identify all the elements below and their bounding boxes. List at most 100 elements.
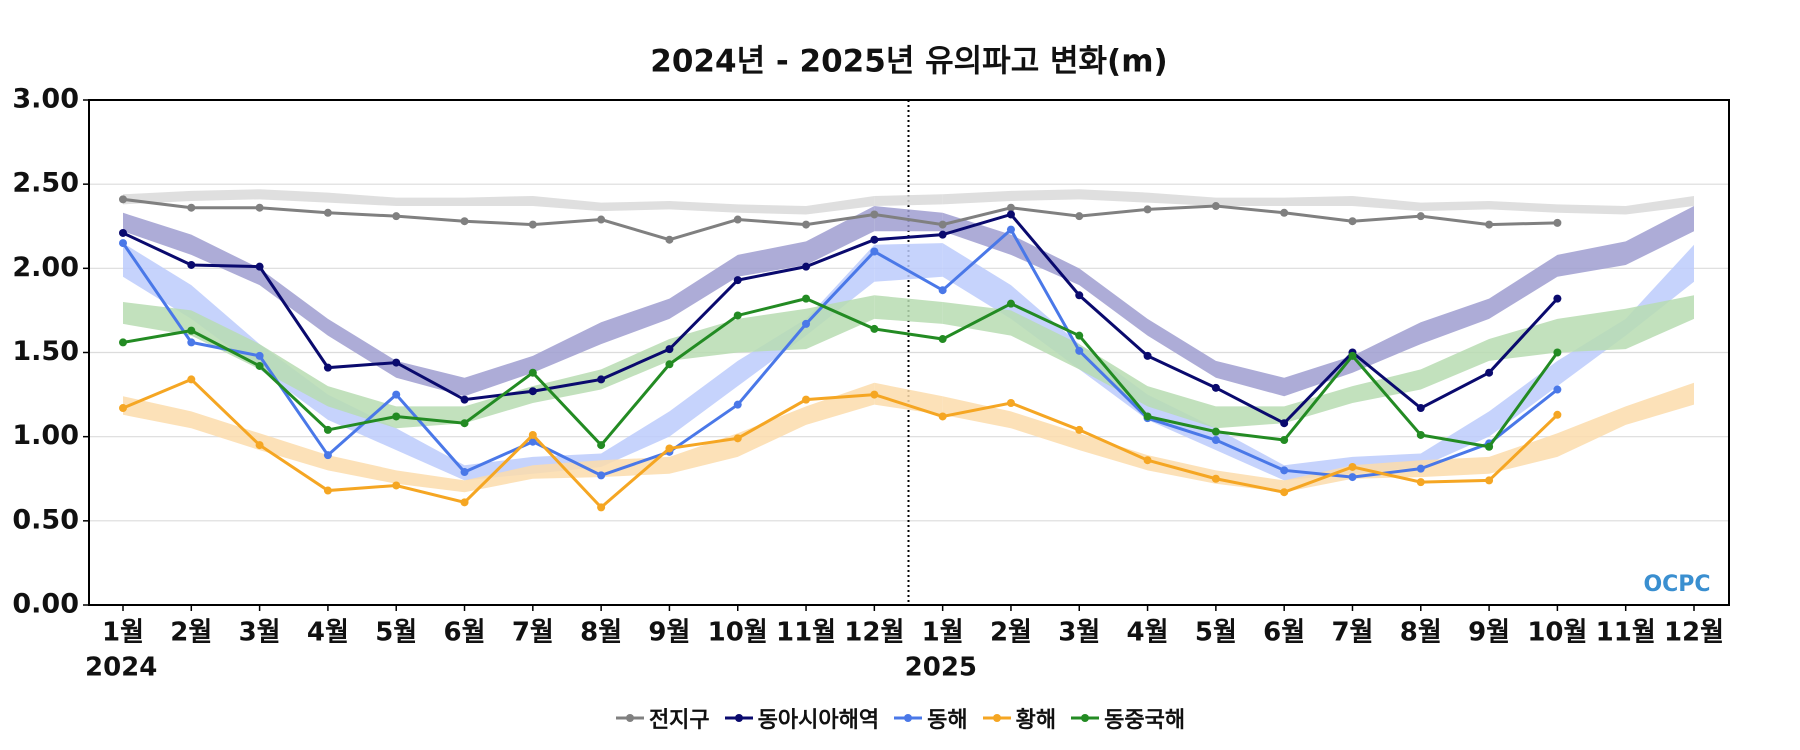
x-tick-label: 5월 [375,618,417,648]
data-point [1348,351,1357,360]
data-point [187,375,196,384]
data-point [938,220,947,229]
legend-label: 동아시아해역 [757,708,880,733]
data-point [1075,212,1084,221]
data-point [665,444,674,453]
legend-label: 황해 [1015,708,1057,733]
data-point [1485,442,1494,451]
x-tick-label: 11월 [1596,618,1656,648]
data-point [802,220,811,229]
data-point [528,368,537,377]
data-point [870,235,879,244]
climatology-band [874,382,943,415]
data-point [1143,456,1152,465]
data-point [323,208,332,217]
data-point [1143,205,1152,214]
data-point [733,276,742,285]
data-point [938,230,947,239]
data-point [1280,419,1289,428]
y-tick-label: 1.50 [12,336,79,367]
data-point [1006,299,1015,308]
x-tick-label: 3월 [239,618,281,648]
climatology-band [874,243,943,282]
data-point [1280,436,1289,445]
series-line [121,227,1559,479]
data-point [733,400,742,409]
legend-label: 전지구 [648,708,710,733]
data-point [802,395,811,404]
x-tick-label: 9월 [648,618,690,648]
data-point [597,215,606,224]
y-tick-label: 2.50 [12,168,79,199]
x-tick-label: 4월 [307,618,349,648]
climatology-band [874,295,943,324]
legend-swatch [982,714,1011,722]
data-point [392,212,401,221]
x-tick-label: 8월 [580,618,622,648]
climatology-band [942,189,1694,215]
data-point [1143,412,1152,421]
climatology-band [123,189,875,215]
data-point [1416,464,1425,473]
data-point [392,412,401,421]
x-tick-label: 9월 [1468,618,1510,648]
data-point [1348,217,1357,226]
legend-label: 동해 [927,708,968,733]
data-point [323,425,332,434]
data-point [938,412,947,421]
climatology-band [123,243,875,481]
x-tick-label: 5월 [1195,618,1237,648]
data-point [119,228,127,237]
data-point [1553,385,1562,394]
legend-swatch [1071,714,1100,722]
data-point [802,294,811,303]
data-point [597,471,606,480]
climatology-band [123,295,875,429]
data-point [802,319,811,328]
series-line [122,212,1559,426]
data-point [392,358,401,367]
x-tick-label: 6월 [444,618,486,648]
data-point [255,203,264,212]
data-point [1006,399,1015,407]
data-point [1485,476,1494,485]
y-tick-label: 3.00 [12,84,79,115]
y-tick-label: 2.00 [12,252,79,283]
data-point [528,430,537,439]
data-point [1211,474,1220,483]
data-point [392,481,401,490]
data-point [1211,427,1220,436]
year-label: 2025 [905,653,977,683]
data-point [1006,210,1015,219]
data-point [1553,294,1562,303]
data-point [665,235,674,244]
data-point [1416,404,1425,413]
climatology-band [123,382,875,493]
legend-item: 전지구 [615,702,710,734]
legend-marker [625,714,634,722]
plot-frame [88,99,1730,606]
x-tick-label: 7월 [512,618,554,648]
x-tick-label: 4월 [1127,618,1169,648]
data-point [597,441,606,450]
data-point [1143,351,1152,360]
legend-marker [992,714,1001,722]
data-point [1485,220,1494,229]
data-point [1211,383,1220,392]
x-tick-label: 11월 [776,618,836,648]
data-point [1348,462,1357,471]
data-point [870,210,879,219]
x-tick-label: 2월 [170,618,212,648]
legend-item: 동아시아해역 [724,702,879,734]
x-tick-label: 1월 [922,618,964,648]
x-tick-label: 10월 [708,618,768,648]
data-point [1280,466,1289,475]
legend-marker [904,714,913,722]
data-point [1075,331,1084,340]
data-point [870,247,879,256]
data-point [597,375,606,384]
data-point [255,361,264,370]
data-point [1416,212,1425,221]
data-point [323,486,332,495]
legend: 전지구 동아시아해역 동해 황해 동중국해 [0,702,1800,734]
